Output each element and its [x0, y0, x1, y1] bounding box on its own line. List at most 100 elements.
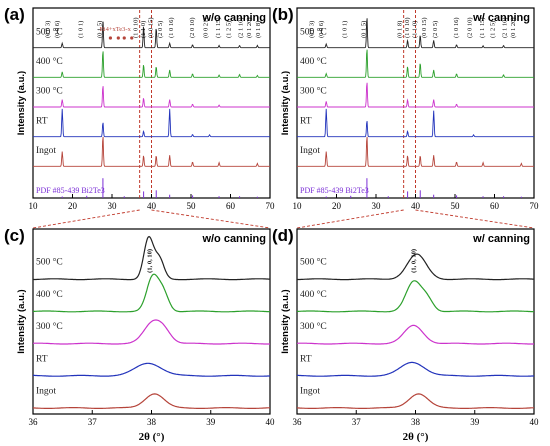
- reference-label: PDF #85-439 Bi2Te3: [36, 186, 105, 195]
- series-line: [33, 51, 270, 78]
- x-tick-label: 10: [29, 201, 39, 211]
- peak-index-label: (2 0 10): [189, 17, 196, 38]
- series-label: 400 °C: [36, 56, 63, 67]
- series-label: 300 °C: [300, 86, 327, 97]
- secondary-phase-marker: [122, 36, 126, 40]
- zoom-connector: [415, 209, 535, 229]
- secondary-phase-marker: [116, 36, 120, 40]
- series-label: 400 °C: [300, 289, 327, 300]
- peak-index-label: (1 2 5): [226, 21, 233, 38]
- series-label: 400 °C: [36, 289, 63, 300]
- peak-index-label: (0 0 3): [309, 21, 316, 38]
- peak-index-label: (0 1 5): [96, 21, 103, 38]
- panel-letter: (c): [4, 226, 25, 245]
- series-label: 500 °C: [300, 257, 327, 268]
- series-label: RT: [300, 116, 312, 126]
- x-tick-label: 36: [293, 417, 303, 427]
- x-axis-label: 2θ (°): [139, 431, 165, 443]
- series-label: 500 °C: [300, 26, 327, 37]
- peak-index-label: (1 2 5): [490, 21, 497, 38]
- secondary-phase-marker: [130, 36, 134, 40]
- x-tick-label: 60: [226, 201, 236, 211]
- peak-index-label: (2 1 10): [502, 17, 509, 38]
- series-line: [33, 362, 271, 377]
- peak-index-label: (2 0 10): [467, 17, 474, 38]
- zoom-connector: [151, 209, 271, 229]
- series-line: [33, 136, 270, 167]
- peak-index-label: (0 0 21): [203, 17, 210, 38]
- peak-index-label: (1, 0, 10): [147, 249, 154, 273]
- peak-index-label: (0 0 3): [45, 21, 52, 38]
- peak-index-label: (0 1 20): [510, 17, 517, 38]
- peak-index-label: (0 1 8): [255, 21, 262, 38]
- y-axis-label: Intensity (a.u.): [16, 289, 27, 353]
- series-line: [33, 108, 270, 138]
- series-line: [33, 319, 270, 345]
- x-tick-label: 60: [490, 201, 500, 211]
- y-axis-label: Intensity (a.u.): [16, 71, 27, 135]
- series-label: RT: [36, 354, 48, 364]
- x-tick-label: 36: [29, 417, 39, 427]
- series-line: [296, 253, 534, 281]
- panel-letter: (d): [272, 226, 294, 245]
- peak-index-label: (1 1 0): [140, 21, 147, 38]
- panel-letter: (b): [272, 5, 294, 24]
- peak-index-label: (1 0 16): [453, 17, 460, 38]
- peak-index-label: (2 0 5): [157, 21, 164, 38]
- series-label: Ingot: [300, 387, 320, 397]
- x-tick-label: 37: [88, 417, 98, 427]
- series-line: [297, 108, 534, 138]
- peak-index-label: (1 0 10): [404, 17, 411, 38]
- zoom-connector: [32, 209, 140, 229]
- reference-label: PDF #85-439 Bi2Te3: [300, 186, 369, 195]
- panel-a: 500 °C 400 °C 300 °C RT Ingot PDF #85-439 Bi2…: [4, 5, 275, 211]
- series-label: Ingot: [36, 387, 56, 397]
- x-tick-label: 50: [451, 201, 461, 211]
- x-tick-label: 40: [266, 417, 276, 427]
- condition-label: w/ canning: [472, 233, 530, 245]
- series-label: 500 °C: [36, 257, 63, 268]
- series-line: [297, 82, 534, 108]
- series-label: 500 °C: [36, 26, 63, 37]
- peak-index-label: (1 1 15): [215, 17, 222, 38]
- x-tick-label: 40: [411, 201, 421, 211]
- peak-index-label: (0 0 15): [147, 17, 154, 38]
- series-line: [297, 18, 534, 49]
- series-line: [297, 324, 534, 345]
- x-tick-label: 70: [530, 201, 540, 211]
- series-line: [33, 393, 271, 409]
- peak-index-label: (0 1 20): [246, 17, 253, 38]
- series-line: [297, 136, 534, 167]
- x-tick-label: 10: [293, 201, 303, 211]
- peak-index-label: (1 1 15): [479, 17, 486, 38]
- series-label: Ingot: [36, 146, 56, 156]
- peak-index-label: (1 1 0): [411, 21, 418, 38]
- series-label: 300 °C: [36, 86, 63, 97]
- x-tick-label: 30: [372, 201, 382, 211]
- peak-index-label: (1 0 16): [168, 17, 175, 38]
- peak-index-label: (1 0 1): [341, 21, 348, 38]
- peak-index-label: (1, 0, 10): [411, 249, 418, 273]
- panel-c: 500 °C 400 °C 300 °C RT Ingot 36 37 38 39 40 Inten…: [4, 226, 275, 443]
- panel-letter: (a): [4, 5, 25, 24]
- x-tick-label: 39: [206, 417, 216, 427]
- peak-index-label: (0 0 6): [54, 21, 61, 38]
- peak-index-label: (0 1 8): [396, 21, 403, 38]
- peak-index-label: (0 1 5): [360, 21, 367, 38]
- condition-label: w/o canning: [201, 12, 266, 24]
- x-tick-label: 70: [266, 201, 276, 211]
- series-line: [33, 21, 270, 49]
- series-label: 300 °C: [300, 321, 327, 332]
- series-line: [33, 86, 270, 108]
- x-tick-label: 50: [187, 201, 197, 211]
- series-label: RT: [300, 354, 312, 364]
- peak-index-label: (1 0 1): [77, 21, 84, 38]
- x-tick-label: 37: [352, 417, 362, 427]
- series-label: Ingot: [300, 146, 320, 156]
- x-tick-label: 20: [68, 201, 78, 211]
- secondary-phase-marker: [108, 36, 113, 40]
- x-tick-label: 38: [147, 417, 157, 427]
- series-label: 300 °C: [36, 321, 63, 332]
- peak-index-label: (0 0 15): [421, 17, 428, 38]
